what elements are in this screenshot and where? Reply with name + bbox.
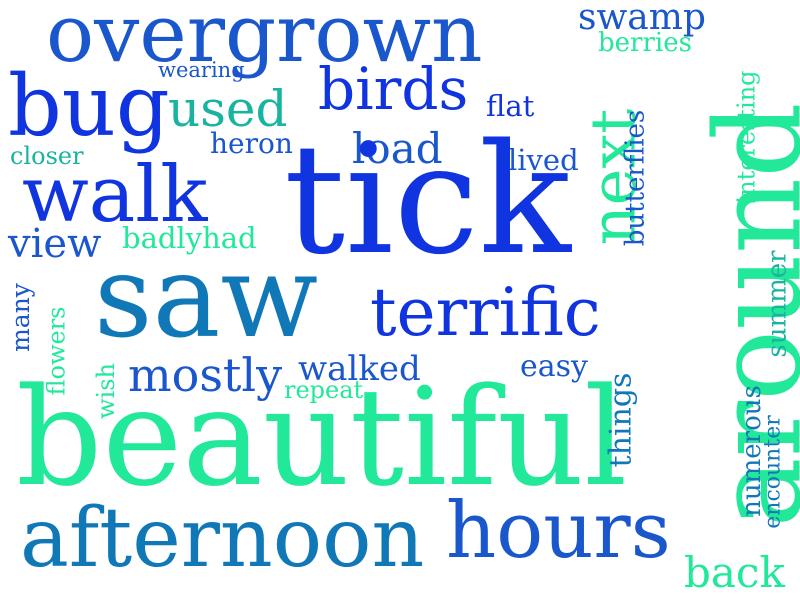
word-flowers: flowers — [42, 306, 71, 396]
word-walked: walked — [298, 349, 421, 389]
word-tick: tick — [284, 111, 571, 288]
word-wearing: wearing — [158, 58, 245, 82]
word-things: things — [603, 372, 639, 468]
word-beautiful: beautiful — [16, 359, 628, 516]
word-lived: lived — [508, 143, 579, 177]
word-walk: walk — [22, 150, 208, 240]
word-wish: wish — [92, 363, 120, 419]
word-load: load — [352, 124, 443, 173]
word-terrific: terrific — [370, 274, 601, 351]
word-hours: hours — [446, 486, 671, 576]
word-butterflies: butterflies — [620, 109, 651, 247]
word-heron: heron — [210, 127, 293, 160]
word-berries: berries — [598, 28, 692, 58]
word-badlyhad: badlyhad — [122, 221, 257, 255]
word-repeat: repeat — [284, 376, 364, 404]
word-used: used — [168, 80, 288, 138]
word-birds: birds — [318, 55, 469, 123]
word-interesting: interesting — [732, 70, 761, 204]
word-many: many — [5, 283, 35, 352]
word-view: view — [8, 221, 102, 267]
word-afternoon: afternoon — [20, 491, 425, 586]
word-closer: closer — [10, 142, 84, 170]
word-encounter: encounter — [760, 415, 786, 529]
word-summer: summer — [762, 250, 793, 358]
word-overgrown: overgrown — [46, 0, 483, 80]
word-bug: bug — [8, 57, 170, 155]
word-mostly: mostly — [128, 348, 283, 402]
word-flat: flat — [486, 89, 535, 123]
word-easy: easy — [520, 349, 588, 384]
word-saw: saw — [94, 230, 319, 363]
word-swamp: swamp — [578, 0, 706, 38]
word-back: back — [684, 548, 785, 597]
